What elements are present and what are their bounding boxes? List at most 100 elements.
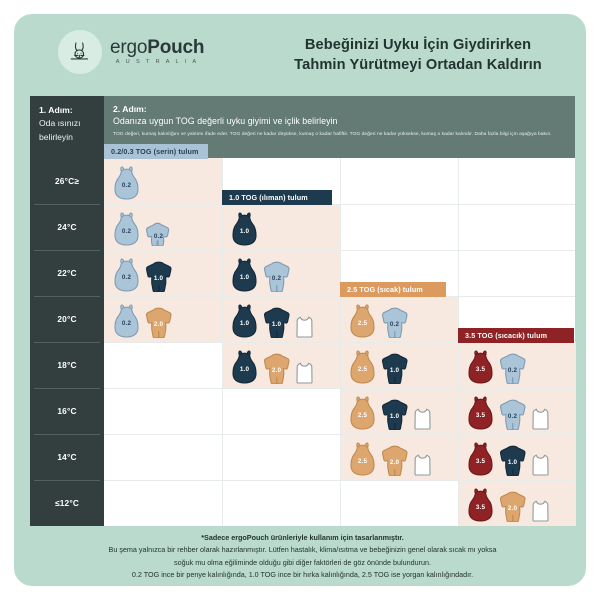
sleepbag-icon: 3.5 (468, 488, 493, 522)
footer-line-2: Bu şema yalnızca bir rehber olarak hazır… (108, 545, 497, 555)
long-romper-icon: 2.0 (381, 445, 408, 476)
tog-value: 0.2 (121, 181, 132, 189)
temperature-cell: 14°C (57, 452, 77, 462)
brand-wordmark: ergoPouch A U S T R A L I A (110, 38, 204, 66)
row-divider (104, 480, 575, 481)
singlet-icon (532, 500, 549, 522)
temperature-divider (34, 204, 100, 205)
temperature-cell: 24°C (57, 222, 77, 232)
tog-value: 1.0 (507, 459, 518, 467)
garment-cell: 0.2 1.0 (114, 254, 172, 292)
tog-value: 0.2 (271, 275, 282, 283)
row-divider (104, 250, 575, 251)
temperature-cell: 20°C (57, 314, 77, 324)
tog-chart-grid: 26°C≥ 24°C 22°C 20°C 18°C 16°C 14°C ≤12°C 0.2/0… (30, 144, 576, 526)
tog-value: 0.2 (389, 321, 400, 329)
title-line-1: Bebeğinizi Uyku İçin Giydirirken (304, 37, 532, 53)
garment-cell: 2.5 0.2 (350, 300, 408, 338)
garment-cell: 1.0 0.2 (232, 254, 290, 292)
footer-line-1: *Sadece ergoPouch ürünleriyle kullanım i… (201, 533, 404, 542)
step-2-note: TOG değeri, kumaş kalınlığını ve yalıtım… (113, 132, 552, 137)
temperature-divider (34, 250, 100, 251)
singlet-icon (414, 408, 431, 430)
tog-value: 2.5 (357, 365, 368, 373)
garment-cell: 1.0 2.0 (232, 346, 313, 384)
singlet-icon (414, 454, 431, 476)
garment-cell: 2.5 1.0 (350, 392, 431, 430)
sleepbag-icon: 3.5 (468, 442, 493, 476)
tog-value: 2.0 (389, 459, 400, 467)
tog-value: 2.0 (507, 505, 518, 513)
column-divider (222, 158, 223, 526)
title-line-2: Tahmin Yürütmeyi Ortadan Kaldırın (294, 56, 542, 73)
step-1: 1. Adım: Oda ısınızı belirleyin (30, 96, 104, 158)
sleepbag-icon: 1.0 (232, 350, 257, 384)
brand-subtitle: A U S T R A L I A (115, 59, 199, 66)
tog-value: 2.0 (153, 321, 164, 329)
long-romper-icon: 1.0 (499, 445, 526, 476)
brand-name-light: ergo (110, 37, 148, 59)
tog-value: 1.0 (239, 319, 250, 327)
category-label-tog02: 0.2/0.3 TOG (serin) tulum (104, 144, 208, 159)
garment-cell: 2.5 1.0 (350, 346, 408, 384)
row-divider (104, 342, 575, 343)
page-title: Bebeğinizi Uyku İçin Giydirirken Tahmin … (258, 36, 578, 75)
long-romper-icon: 0.2 (381, 307, 408, 338)
footer-line-4: 0.2 TOG ince bir penye kalınlığında, 1.0… (131, 569, 474, 579)
temperature-divider (34, 296, 100, 297)
brand-logo: ergoPouch A U S T R A L I A (58, 30, 204, 74)
short-romper-icon: 0.2 (145, 222, 172, 246)
tog-value: 0.2 (121, 273, 132, 281)
tog-value: 3.5 (475, 365, 486, 373)
garment-cell: 3.5 0.2 (468, 346, 526, 384)
long-romper-icon: 0.2 (263, 261, 290, 292)
sleepbag-icon: 2.5 (350, 304, 375, 338)
bunny-logo-icon (58, 30, 102, 74)
temperature-divider (34, 480, 100, 481)
temperature-cell: 26°C≥ (54, 176, 80, 186)
step-1-line-2: belirleyin (39, 131, 73, 142)
garment-cell: 1.0 1.0 (232, 300, 313, 338)
tog-value: 2.0 (271, 367, 282, 375)
tog-value: 0.2 (507, 413, 518, 421)
tog-value: 1.0 (389, 413, 400, 421)
long-romper-icon: 1.0 (263, 307, 290, 338)
long-romper-icon: 2.0 (145, 307, 172, 338)
long-romper-icon: 2.0 (499, 491, 526, 522)
row-divider (104, 296, 575, 297)
sleepbag-icon: 3.5 (468, 350, 493, 384)
long-romper-icon: 1.0 (145, 261, 172, 292)
footer-notes: *Sadece ergoPouch ürünleriyle kullanım i… (30, 532, 575, 581)
sleepbag-icon: 2.5 (350, 396, 375, 430)
sleepbag-icon: 2.5 (350, 350, 375, 384)
singlet-icon (296, 362, 313, 384)
row-divider (104, 434, 575, 435)
long-romper-icon: 1.0 (381, 353, 408, 384)
temperature-cell: 22°C (57, 268, 77, 278)
infographic-frame: ergoPouch A U S T R A L I A Bebeğinizi U… (14, 14, 586, 586)
temperature-divider (34, 434, 100, 435)
sleepbag-icon: 0.2 (114, 258, 139, 292)
temperature-divider (34, 388, 100, 389)
temperature-divider (34, 342, 100, 343)
tog-value: 1.0 (239, 273, 250, 281)
step-2-heading: Odanıza uygun TOG değerli uyku giyimi ve… (113, 116, 338, 126)
tog-value: 2.5 (357, 319, 368, 327)
garment-cell: 1.0 (232, 208, 257, 246)
tog-value: 1.0 (153, 275, 164, 283)
category-label-tog35: 3.5 TOG (sıcacık) tulum (458, 328, 574, 343)
tog-value: 1.0 (239, 227, 250, 235)
sleepbag-icon: 3.5 (468, 396, 493, 430)
header: ergoPouch A U S T R A L I A Bebeğinizi U… (14, 14, 586, 90)
sleepbag-icon: 2.5 (350, 442, 375, 476)
singlet-icon (532, 454, 549, 476)
sleepbag-icon: 0.2 (114, 212, 139, 246)
garment-cell: 3.5 0.2 (468, 392, 549, 430)
sleepbag-icon: 1.0 (232, 258, 257, 292)
sleepbag-icon: 1.0 (232, 304, 257, 338)
step-1-line-1: Oda ısınızı (39, 118, 81, 129)
garment-cell: 2.5 2.0 (350, 438, 431, 476)
sleepbag-icon: 0.2 (114, 166, 139, 200)
tog-value: 2.5 (357, 411, 368, 419)
tog-value: 1.0 (239, 365, 250, 373)
